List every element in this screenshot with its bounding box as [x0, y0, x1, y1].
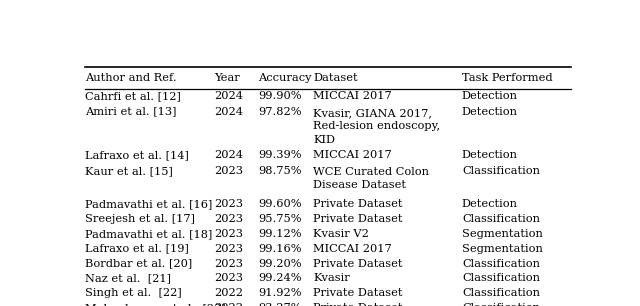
- Text: MICCAI 2017: MICCAI 2017: [313, 91, 392, 101]
- Text: Task Performed: Task Performed: [462, 73, 552, 83]
- Text: Detection: Detection: [462, 106, 518, 117]
- Text: Kvasir: Kvasir: [313, 273, 350, 283]
- Text: Accuracy: Accuracy: [259, 73, 312, 83]
- Text: 2023: 2023: [214, 229, 243, 239]
- Text: Year: Year: [214, 73, 239, 83]
- Text: Private Dataset: Private Dataset: [313, 259, 403, 268]
- Text: 95.75%: 95.75%: [259, 214, 302, 224]
- Text: 99.16%: 99.16%: [259, 244, 302, 254]
- Text: 2023: 2023: [214, 244, 243, 254]
- Text: Segmentation: Segmentation: [462, 244, 543, 254]
- Text: Kvasir, GIANA 2017,: Kvasir, GIANA 2017,: [313, 108, 432, 118]
- Text: Kvasir V2: Kvasir V2: [313, 229, 369, 239]
- Bar: [85, 103, 214, 148]
- Text: 98.75%: 98.75%: [259, 166, 302, 176]
- Text: 2023: 2023: [214, 259, 243, 268]
- Text: 2023: 2023: [214, 214, 243, 224]
- Text: Private Dataset: Private Dataset: [313, 303, 403, 306]
- Text: Singh et al.  [22]: Singh et al. [22]: [85, 288, 182, 298]
- Text: 91.92%: 91.92%: [259, 288, 302, 298]
- Text: Detection: Detection: [462, 199, 518, 209]
- Text: Classification: Classification: [462, 288, 540, 298]
- Text: Lafraxo et al. [14]: Lafraxo et al. [14]: [85, 150, 189, 160]
- Text: Classification: Classification: [462, 259, 540, 268]
- Text: Mohankumar et al.  [23]: Mohankumar et al. [23]: [85, 303, 226, 306]
- Text: WCE Curated Colon: WCE Curated Colon: [313, 167, 429, 177]
- Text: Segmentation: Segmentation: [462, 229, 543, 239]
- Text: 99.24%: 99.24%: [259, 273, 302, 283]
- Text: 2023: 2023: [214, 166, 243, 176]
- Text: 2022: 2022: [214, 288, 243, 298]
- Text: Disease Dataset: Disease Dataset: [313, 180, 406, 190]
- Text: Private Dataset: Private Dataset: [313, 288, 403, 298]
- Text: KID: KID: [313, 135, 335, 145]
- Text: Private Dataset: Private Dataset: [313, 199, 403, 209]
- Text: 99.90%: 99.90%: [259, 91, 302, 101]
- Text: Detection: Detection: [462, 91, 518, 101]
- Text: Dataset: Dataset: [313, 73, 358, 83]
- Text: 2024: 2024: [214, 150, 243, 160]
- Text: Classification: Classification: [462, 273, 540, 283]
- Text: Author and Ref.: Author and Ref.: [85, 73, 177, 83]
- Text: Amiri et al. [13]: Amiri et al. [13]: [85, 106, 177, 117]
- Text: Private Dataset: Private Dataset: [313, 214, 403, 224]
- Text: Classification: Classification: [462, 214, 540, 224]
- Text: 2023: 2023: [214, 273, 243, 283]
- Text: Padmavathi et al. [16]: Padmavathi et al. [16]: [85, 199, 212, 209]
- Text: Amiri et al. [13]: Amiri et al. [13]: [85, 121, 177, 131]
- Text: 93.27%: 93.27%: [259, 303, 302, 306]
- Text: 2024: 2024: [214, 91, 243, 101]
- Text: Classification: Classification: [462, 303, 540, 306]
- Text: Kaur et al. [15]: Kaur et al. [15]: [85, 166, 173, 176]
- Text: 97.82%: 97.82%: [259, 106, 302, 117]
- Text: 99.39%: 99.39%: [259, 150, 302, 160]
- Bar: [85, 163, 214, 192]
- Text: Classification: Classification: [462, 166, 540, 176]
- Text: Cahrfi et al. [12]: Cahrfi et al. [12]: [85, 91, 181, 101]
- Text: Kaur et al. [15]: Kaur et al. [15]: [85, 173, 173, 183]
- Text: Detection: Detection: [462, 150, 518, 160]
- Text: Lafraxo et al. [19]: Lafraxo et al. [19]: [85, 244, 189, 254]
- Text: Red-lesion endoscopy,: Red-lesion endoscopy,: [313, 121, 440, 131]
- Text: 2023: 2023: [214, 199, 243, 209]
- Text: 2022: 2022: [214, 303, 243, 306]
- Text: 2024: 2024: [214, 106, 243, 117]
- Text: MICCAI 2017: MICCAI 2017: [313, 150, 392, 160]
- Text: 99.60%: 99.60%: [259, 199, 302, 209]
- Text: Sreejesh et al. [17]: Sreejesh et al. [17]: [85, 214, 195, 224]
- Text: Padmavathi et al. [18]: Padmavathi et al. [18]: [85, 229, 212, 239]
- Text: 99.12%: 99.12%: [259, 229, 302, 239]
- Text: MICCAI 2017: MICCAI 2017: [313, 244, 392, 254]
- Text: Bordbar et al. [20]: Bordbar et al. [20]: [85, 259, 192, 268]
- Text: Naz et al.  [21]: Naz et al. [21]: [85, 273, 171, 283]
- Text: 99.20%: 99.20%: [259, 259, 302, 268]
